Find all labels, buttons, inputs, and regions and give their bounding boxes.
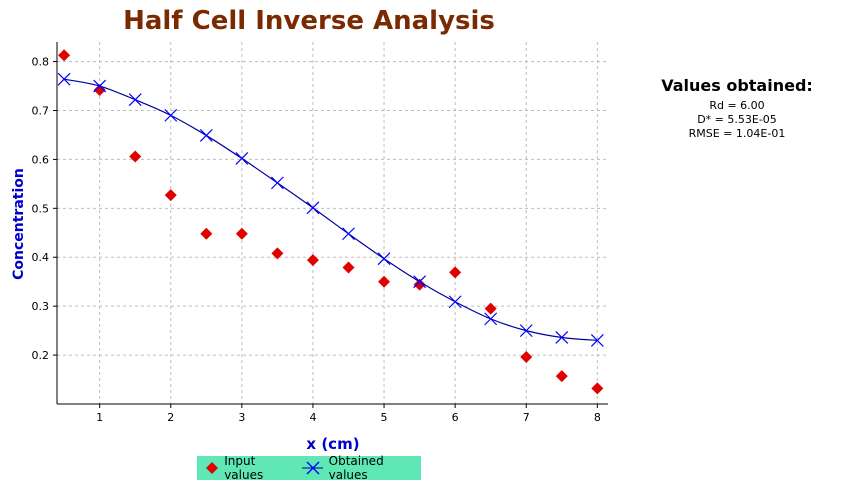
obtained-point-stroke bbox=[57, 72, 71, 86]
input-point bbox=[378, 275, 391, 288]
obtained-point-stroke bbox=[377, 252, 391, 266]
input-point bbox=[271, 247, 284, 260]
x-tick-label: 6 bbox=[452, 411, 459, 424]
obtained-point bbox=[57, 72, 71, 86]
legend-label-input: Input values bbox=[224, 454, 264, 482]
obtained-point bbox=[413, 275, 427, 289]
input-point bbox=[413, 278, 426, 291]
legend-item-input: Input values bbox=[205, 454, 294, 482]
obtained-point-stroke bbox=[93, 79, 107, 93]
y-tick-label: 0.3 bbox=[32, 300, 50, 313]
obtained-point bbox=[377, 252, 391, 266]
values-panel: Values obtained: Rd = 6.00 D* = 5.53E-05… bbox=[637, 76, 837, 141]
obtained-point bbox=[270, 176, 284, 190]
y-tick-label: 0.8 bbox=[32, 56, 50, 69]
obtained-point bbox=[93, 79, 107, 93]
input-point bbox=[555, 370, 568, 383]
input-point bbox=[306, 254, 319, 267]
y-axis-label: Concentration bbox=[11, 168, 27, 280]
obtained-point bbox=[164, 108, 178, 122]
obtained-point-stroke bbox=[448, 295, 462, 309]
obtained-point bbox=[306, 201, 320, 215]
input-point bbox=[342, 261, 355, 274]
obtained-point-stroke bbox=[413, 275, 427, 289]
input-point bbox=[484, 302, 497, 315]
obtained-point bbox=[484, 312, 498, 326]
x-tick-label: 3 bbox=[238, 411, 245, 424]
diamond-marker-icon bbox=[206, 462, 218, 474]
values-panel-title: Values obtained: bbox=[661, 76, 813, 95]
rmse-value: RMSE = 1.04E-01 bbox=[688, 127, 786, 140]
input-point bbox=[58, 49, 71, 62]
obtained-point bbox=[448, 295, 462, 309]
axes bbox=[53, 42, 608, 408]
input-point bbox=[235, 227, 248, 240]
obtained-point-stroke bbox=[270, 176, 284, 190]
input-point bbox=[449, 266, 462, 279]
obtained-point-stroke bbox=[519, 324, 533, 338]
input-point bbox=[591, 382, 604, 395]
y-tick-label: 0.7 bbox=[32, 104, 50, 117]
d-star-value: D* = 5.53E-05 bbox=[697, 113, 777, 126]
series bbox=[57, 49, 604, 395]
x-tick-label: 5 bbox=[381, 411, 388, 424]
obtained-point-stroke bbox=[235, 152, 249, 165]
y-tick-label: 0.2 bbox=[32, 349, 50, 362]
obtained-point bbox=[519, 324, 533, 338]
y-tick-label: 0.6 bbox=[32, 153, 50, 166]
input-point bbox=[129, 150, 142, 163]
obtained-point bbox=[235, 152, 249, 165]
input-point bbox=[164, 189, 177, 202]
obtained-point bbox=[555, 331, 569, 344]
obtained-point-stroke bbox=[555, 331, 569, 344]
obtained-point-stroke bbox=[306, 201, 320, 215]
x-tick-label: 1 bbox=[96, 411, 103, 424]
x-tick-label: 7 bbox=[523, 411, 530, 424]
legend-label-obtained: Obtained values bbox=[328, 454, 384, 482]
x-axis-label: x (cm) bbox=[306, 435, 359, 453]
obtained-point-stroke bbox=[128, 93, 142, 107]
y-tick-label: 0.5 bbox=[32, 202, 50, 215]
obtained-point-stroke bbox=[590, 333, 604, 347]
obtained-point-stroke bbox=[484, 312, 498, 326]
x-tick-label: 8 bbox=[594, 411, 601, 424]
tick-labels: 1 2 3 4 5 6 7 8 0.2 0.3 0.4 0.5 0.6 0.7 0.8 bbox=[32, 56, 601, 424]
y-tick-label: 0.4 bbox=[32, 251, 50, 264]
obtained-point bbox=[199, 129, 213, 142]
obtained-point bbox=[590, 333, 604, 347]
obtained-series-line bbox=[63, 78, 598, 342]
rd-value: Rd = 6.00 bbox=[709, 99, 765, 112]
legend: Input values Obtained values bbox=[197, 454, 421, 482]
obtained-point-stroke bbox=[342, 227, 355, 241]
grid bbox=[57, 42, 608, 404]
x-tick-label: 2 bbox=[167, 411, 174, 424]
cross-line-marker-icon bbox=[301, 461, 323, 475]
obtained-point bbox=[342, 227, 355, 241]
obtained-point bbox=[128, 93, 142, 107]
input-point bbox=[200, 227, 213, 240]
x-tick-label: 4 bbox=[309, 411, 316, 424]
obtained-point-stroke bbox=[164, 108, 178, 122]
input-point bbox=[520, 351, 533, 364]
legend-item-obtained: Obtained values bbox=[301, 454, 421, 482]
chart-title: Half Cell Inverse Analysis bbox=[123, 6, 495, 36]
obtained-point-stroke bbox=[199, 129, 213, 142]
